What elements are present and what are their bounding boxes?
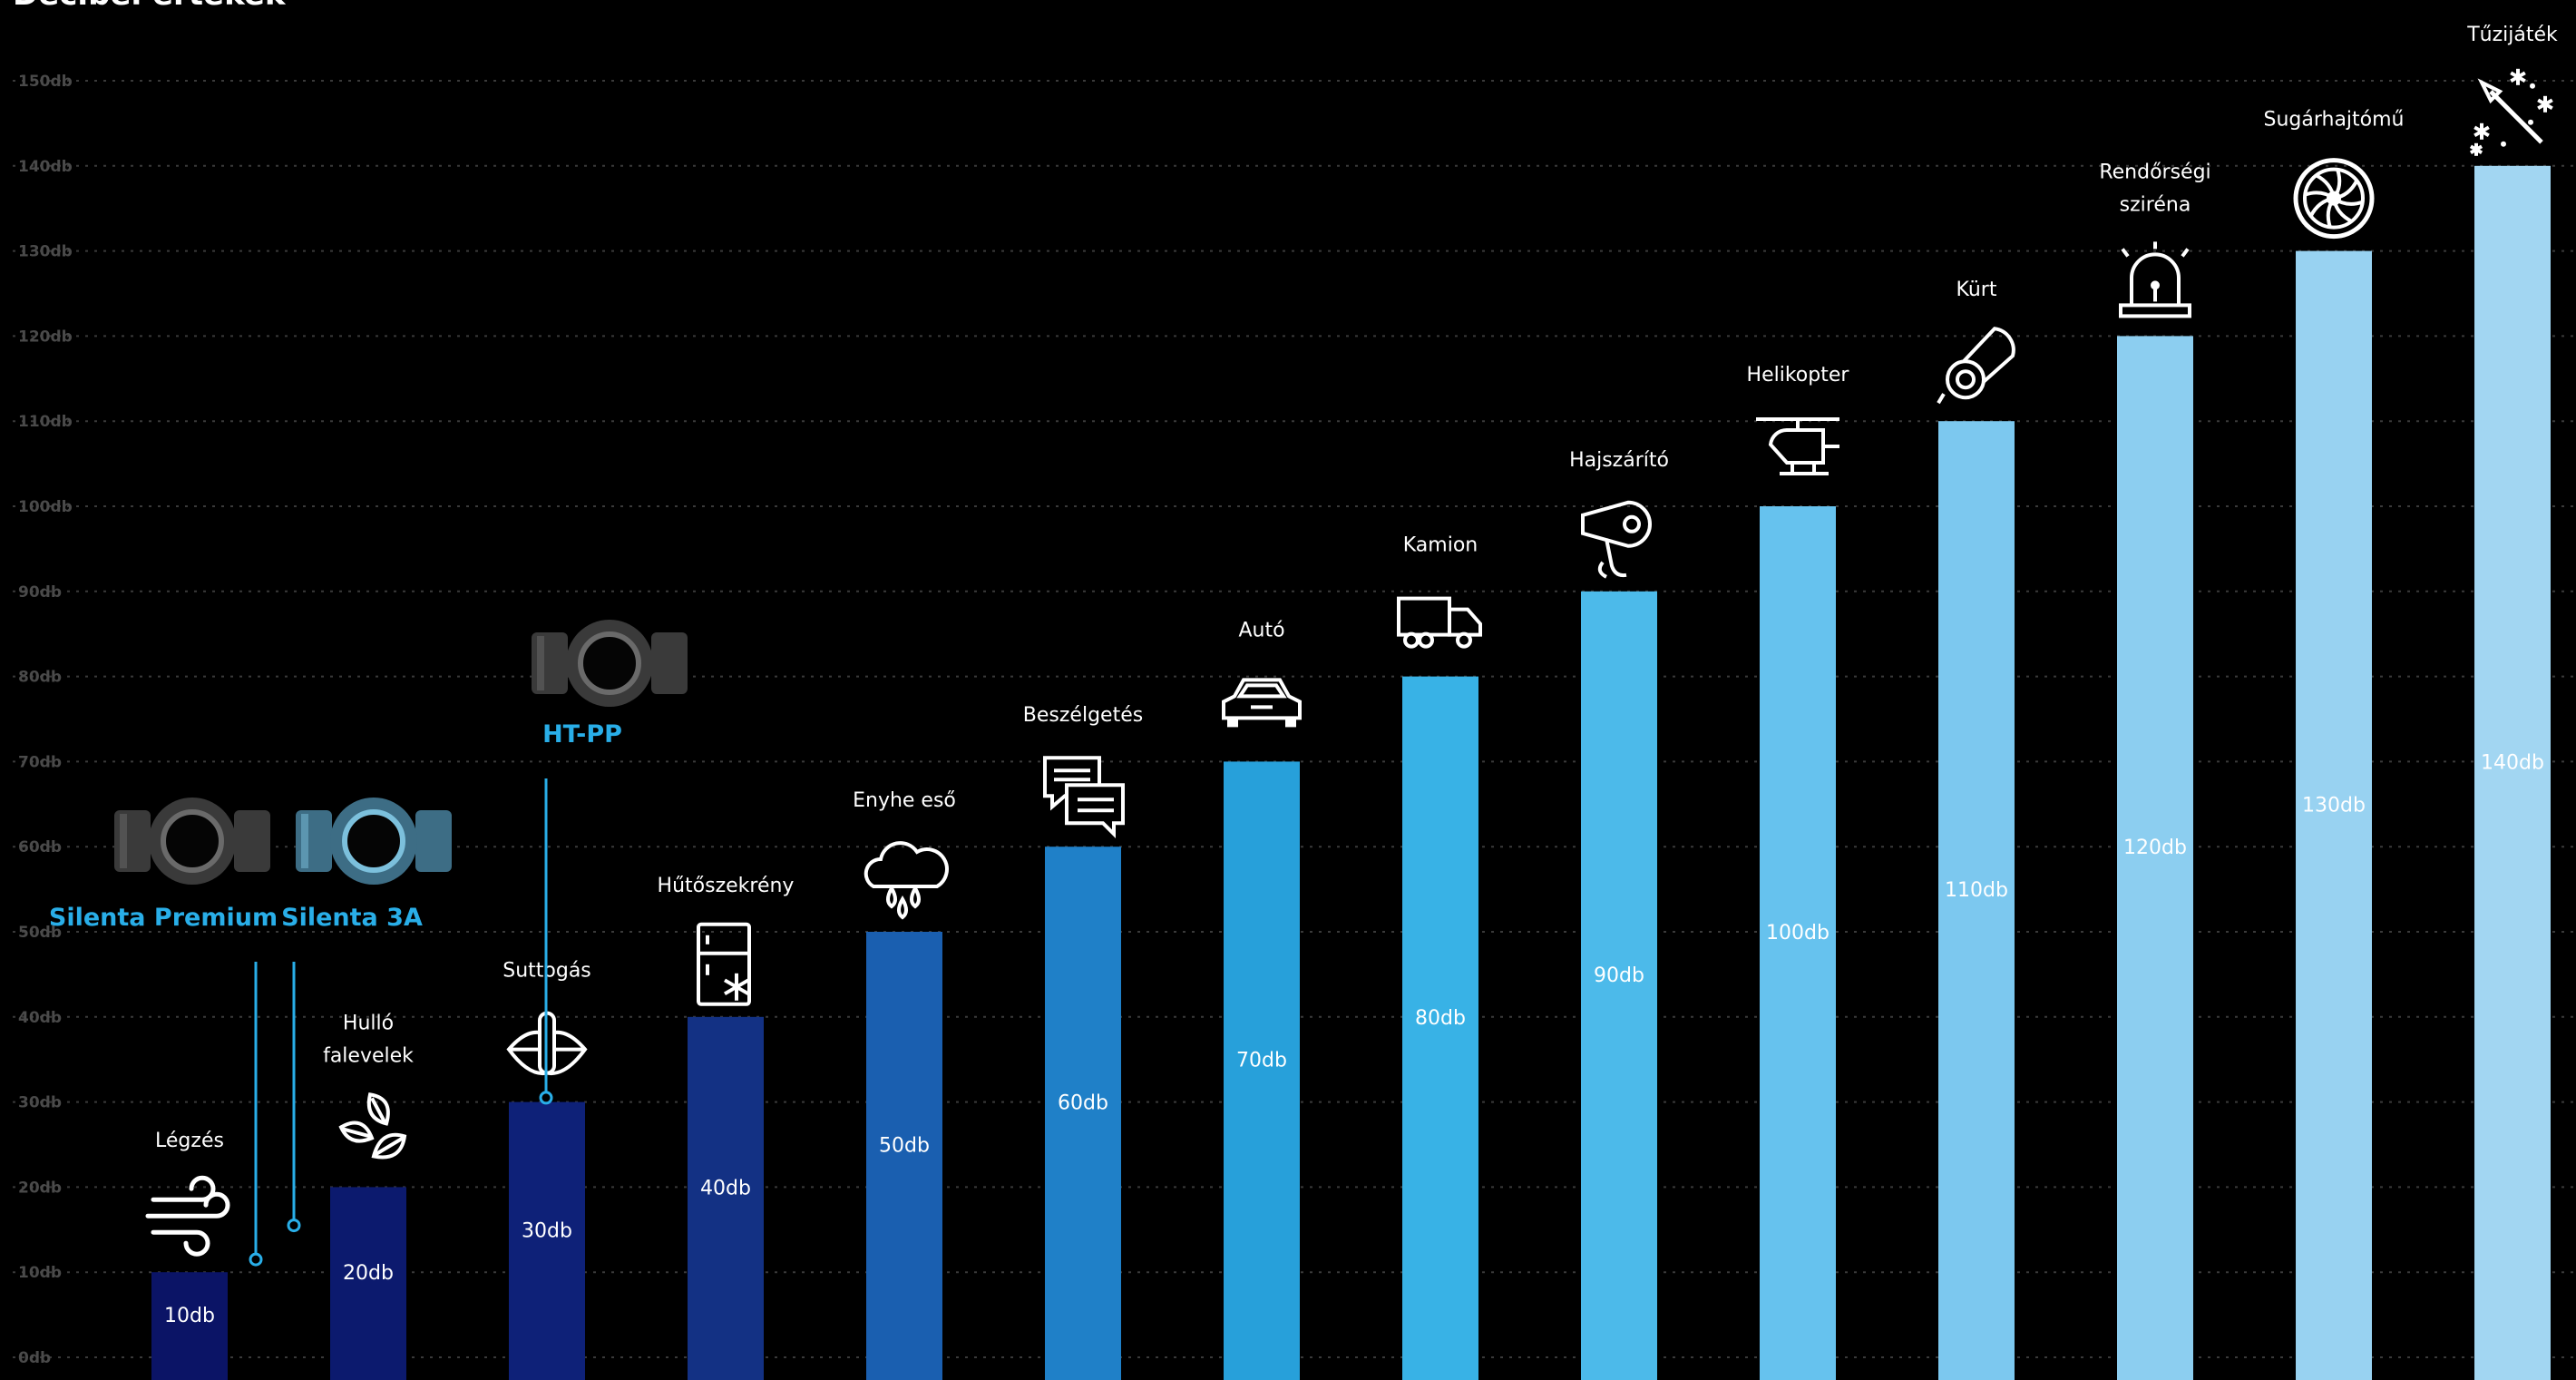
annotation-marker [539,1091,553,1105]
category-label: Autó [1238,619,1284,641]
product-annotations: Silenta Premium Silenta 3A HT-PP [49,620,688,1267]
bar-value-label: 60db [1058,1092,1108,1115]
category-label: Sugárhajtómű [2263,109,2404,132]
bar-value-label: 140db [2481,751,2544,774]
bar [1581,591,1657,1380]
y-tick-label: 50db [18,924,62,942]
y-tick-label: 130db [18,243,73,261]
bar [866,932,942,1380]
bar [2296,250,2372,1380]
category-label: Helikopter [1747,364,1850,387]
y-tick-label: 150db [18,73,73,91]
bar-value-label: 130db [2302,794,2366,817]
y-tick-label: 60db [18,838,62,856]
bar-value-label: 110db [1945,879,2008,902]
siren-icon [2119,241,2191,318]
bar [330,1187,406,1380]
bar [1760,506,1836,1380]
leaves-icon [338,1092,407,1160]
category-label: Hulló falevelek [323,1012,414,1067]
fireworks-icon [2469,68,2553,156]
bar-value-label: 30db [522,1219,572,1242]
car-icon [1222,678,1302,728]
y-tick-label: 100db [18,498,73,516]
helicopter-icon [1756,417,1839,475]
wind-icon [145,1175,230,1257]
category-label: Enyhe eső [853,789,956,812]
y-tick-label: 120db [18,328,73,346]
bar-value-label: 40db [700,1177,751,1199]
fridge-icon [697,922,751,1006]
y-tick-label: 110db [18,413,73,431]
rain-cloud-icon [864,841,949,920]
bar-value-label: 120db [2123,837,2187,859]
category-label: Légzés [155,1130,224,1152]
category-label: Rendőrségi sziréna [2099,161,2210,216]
category-label: Tűzijáték [2466,24,2558,46]
bar-value-label: 70db [1236,1050,1287,1072]
y-tick-label: 20db [18,1179,62,1197]
y-tick-label: 70db [18,753,62,771]
bar [1045,847,1121,1380]
category-label: Kamion [1403,534,1478,557]
bar-value-label: 100db [1766,922,1830,944]
y-tick-label: 140db [18,158,73,176]
jet-engine-icon [2293,158,2375,240]
bar [2117,336,2193,1380]
grid-lines [13,80,2576,1358]
bar-value-label: 10db [164,1305,215,1327]
category-label: Hajszárító [1569,449,1669,472]
bar-value-label: 50db [879,1135,930,1158]
y-tick-label: 40db [18,1009,62,1027]
category-icons: LégzésHullófalevelekSuttogásHűtőszekrény… [145,24,2558,1257]
bar [2474,165,2551,1380]
chart-title: Decibel értékek [13,0,286,13]
bar [1402,676,1478,1380]
product-label: Silenta Premium [49,904,278,932]
chat-bubbles-icon [1043,756,1125,839]
annotation-marker [287,1219,301,1233]
truck-icon [1397,596,1482,649]
category-label: Beszélgetés [1023,704,1143,727]
annotation-marker [249,1252,263,1267]
hair-dryer-icon [1581,500,1652,579]
horn-icon [1937,327,2015,405]
product-label: HT-PP [542,720,622,749]
bar [688,1016,764,1380]
bar-value-label: 90db [1594,964,1644,987]
y-tick-label: 80db [18,669,62,687]
pipe-fitting-blue-icon [296,798,452,885]
y-axis: 0db 10db 20db 30db 40db 50db 60db 70db 80db 90db 1… [18,73,73,1367]
bar-value-label: 20db [343,1262,394,1285]
bar [509,1101,585,1380]
y-tick-label: 0db [18,1349,51,1367]
bar [151,1272,228,1380]
category-label: Hűtőszekrény [658,875,795,897]
pipe-fitting-dark-icon [114,798,270,885]
bars: 10db 20db 30db 40db 50db 60db 70db 80db 90db 100d… [151,165,2551,1380]
bar-value-label: 80db [1415,1007,1466,1030]
y-tick-label: 90db [18,583,62,602]
y-tick-label: 10db [18,1264,62,1282]
pipe-fitting-dark-icon [532,620,688,707]
category-label: Kürt [1956,279,1997,301]
bar [1938,421,2015,1380]
y-tick-label: 30db [18,1094,62,1112]
bar [1224,761,1300,1380]
product-label: Silenta 3A [281,904,423,932]
